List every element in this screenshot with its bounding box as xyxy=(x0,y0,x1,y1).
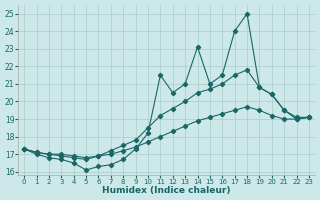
X-axis label: Humidex (Indice chaleur): Humidex (Indice chaleur) xyxy=(102,186,231,195)
